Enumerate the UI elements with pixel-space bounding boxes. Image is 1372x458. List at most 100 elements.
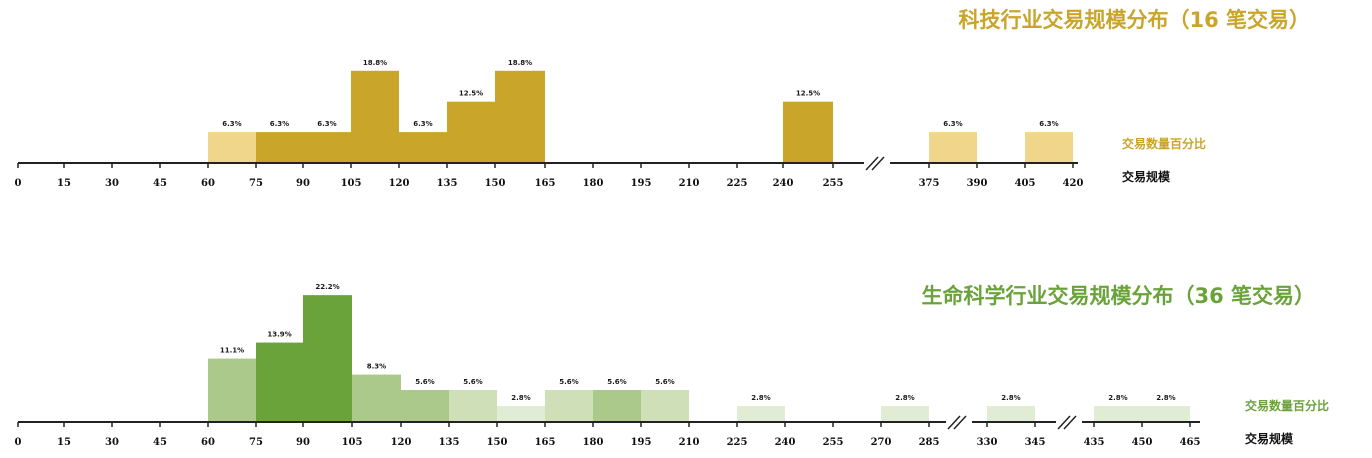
life-tick-label: 210 bbox=[679, 437, 700, 448]
tech-bar-value-label: 6.3% bbox=[222, 120, 241, 128]
tech-bar-value-label: 12.5% bbox=[796, 90, 820, 98]
tech-tick-label: 150 bbox=[485, 178, 506, 189]
life-axis-break-mark-1 bbox=[946, 414, 972, 430]
life-bar-value-label: 5.6% bbox=[655, 378, 674, 386]
tech-tick-label: 240 bbox=[773, 178, 794, 189]
life-tick-label: 105 bbox=[342, 437, 363, 448]
life-bar-value-label: 2.8% bbox=[1108, 394, 1127, 402]
tech-bar-value-label: 6.3% bbox=[943, 120, 962, 128]
life-bar-value-label: 5.6% bbox=[463, 378, 482, 386]
life-bar bbox=[641, 390, 689, 422]
life-bar bbox=[352, 374, 401, 422]
tech-tick-label: 90 bbox=[296, 178, 310, 189]
life-tick-label: 285 bbox=[919, 437, 940, 448]
life-bar-value-label: 5.6% bbox=[415, 378, 434, 386]
life-tick-label: 435 bbox=[1084, 437, 1105, 448]
life-bar bbox=[881, 406, 929, 422]
life-tick-label: 345 bbox=[1025, 437, 1046, 448]
tech-bar-value-label: 6.3% bbox=[270, 120, 289, 128]
tech-bar bbox=[351, 70, 399, 163]
tech-tick-label: 225 bbox=[727, 178, 748, 189]
tech-bars bbox=[208, 70, 1073, 163]
tech-axis-break-mark bbox=[864, 155, 890, 171]
tech-bar bbox=[783, 101, 833, 163]
life-bar-value-label: 22.2% bbox=[315, 283, 339, 291]
tech-tick-label: 45 bbox=[153, 178, 167, 189]
life-bar bbox=[545, 390, 593, 422]
tech-tick-label: 120 bbox=[389, 178, 410, 189]
life-tick-label: 60 bbox=[201, 437, 215, 448]
life-tick-label: 75 bbox=[249, 437, 263, 448]
tech-tick-label: 180 bbox=[583, 178, 604, 189]
life-bar-value-label: 11.1% bbox=[220, 347, 244, 355]
life-bar bbox=[1142, 406, 1190, 422]
life-tick-label: 30 bbox=[105, 437, 119, 448]
tech-bar-value-label: 18.8% bbox=[363, 59, 387, 67]
life-bar-value-label: 5.6% bbox=[607, 378, 626, 386]
tech-bar bbox=[208, 132, 256, 163]
life-chart: 生命科学行业交易规模分布（36 笔交易） 11.1% 13.9% 22.2% 8.3%… bbox=[15, 283, 1330, 448]
tech-bar-value-label: 18.8% bbox=[508, 59, 532, 67]
tech-chart: 科技行业交易规模分布（16 笔交易） 6.3% 6.3% 6.3%18.8%6.3%… bbox=[15, 8, 1310, 189]
life-bar bbox=[208, 358, 256, 422]
life-ticks bbox=[17, 422, 1191, 427]
tech-bar bbox=[495, 70, 545, 163]
tech-bar bbox=[929, 132, 977, 163]
life-tick-label: 225 bbox=[727, 437, 748, 448]
life-bar bbox=[401, 390, 449, 422]
tech-tick-label: 30 bbox=[105, 178, 119, 189]
life-axis-break-mark-2 bbox=[1056, 414, 1082, 430]
life-tick-label: 240 bbox=[775, 437, 796, 448]
tech-tick-label: 405 bbox=[1015, 178, 1036, 189]
life-tick-label: 45 bbox=[153, 437, 167, 448]
tech-tick-label: 105 bbox=[341, 178, 362, 189]
life-bar bbox=[497, 406, 545, 422]
tech-bar-value-label: 6.3% bbox=[413, 120, 432, 128]
tech-ticks bbox=[17, 163, 1074, 168]
life-bar-value-label: 2.8% bbox=[751, 394, 770, 402]
life-x-axis-label: 交易规模 bbox=[1245, 431, 1294, 446]
life-bar bbox=[987, 406, 1035, 422]
life-bar bbox=[1094, 406, 1142, 422]
tech-tick-label: 15 bbox=[57, 178, 71, 189]
life-bar bbox=[593, 390, 641, 422]
life-tick-label: 165 bbox=[535, 437, 556, 448]
tech-bar-value-label: 6.3% bbox=[317, 120, 336, 128]
tech-tick-label: 165 bbox=[535, 178, 556, 189]
life-tick-label: 90 bbox=[296, 437, 310, 448]
tech-legend-label: 交易数量百分比 bbox=[1122, 136, 1206, 151]
life-tick-label: 0 bbox=[15, 437, 22, 448]
life-tick-label: 465 bbox=[1180, 437, 1201, 448]
life-bar-value-label: 2.8% bbox=[895, 394, 914, 402]
tech-tick-label: 420 bbox=[1063, 178, 1084, 189]
tech-bar bbox=[303, 132, 351, 163]
life-tick-label: 180 bbox=[583, 437, 604, 448]
life-tick-label: 195 bbox=[631, 437, 652, 448]
life-bar-value-label: 2.8% bbox=[511, 394, 530, 402]
life-bar bbox=[303, 295, 352, 422]
tech-bar bbox=[1025, 132, 1073, 163]
life-tick-label: 330 bbox=[977, 437, 998, 448]
tech-tick-label: 75 bbox=[249, 178, 263, 189]
tech-tick-label: 135 bbox=[437, 178, 458, 189]
life-tick-label: 135 bbox=[439, 437, 460, 448]
tech-tick-label: 0 bbox=[15, 178, 22, 189]
tech-tick-label: 390 bbox=[967, 178, 988, 189]
life-bar bbox=[737, 406, 785, 422]
life-bar-value-label: 8.3% bbox=[367, 363, 386, 371]
life-bars bbox=[208, 295, 1190, 422]
life-bar-value-label: 13.9% bbox=[267, 331, 291, 339]
tech-bar bbox=[447, 101, 495, 163]
life-chart-title: 生命科学行业交易规模分布（36 笔交易） bbox=[921, 284, 1315, 308]
tech-bar-labels: 6.3% 6.3% 6.3% 18.8% 6.3% 12.5% 18.8% 12.5% 6.3%… bbox=[222, 59, 1058, 128]
life-bar-labels: 11.1% 13.9% 22.2% 8.3% 5.6% 5.6% 2.8% 5.6% 5.6% 5… bbox=[220, 283, 1176, 402]
life-bar bbox=[256, 342, 303, 422]
tech-bar bbox=[256, 132, 303, 163]
tech-tick-label: 210 bbox=[679, 178, 700, 189]
life-tick-label: 150 bbox=[487, 437, 508, 448]
tech-tick-label: 60 bbox=[201, 178, 215, 189]
life-bar-value-label: 2.8% bbox=[1156, 394, 1175, 402]
tech-bar bbox=[399, 132, 447, 163]
tech-bar-value-label: 12.5% bbox=[459, 90, 483, 98]
